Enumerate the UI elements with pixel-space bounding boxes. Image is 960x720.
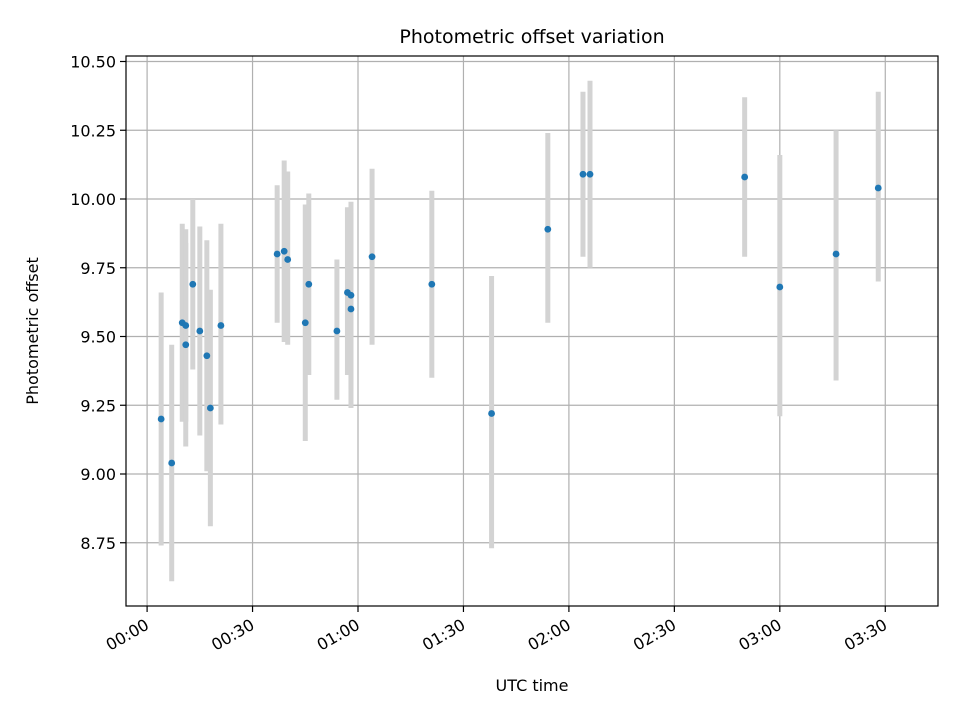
data-point bbox=[168, 459, 176, 467]
data-point bbox=[189, 280, 197, 288]
data-point bbox=[284, 256, 292, 263]
data-point bbox=[196, 327, 204, 335]
data-point bbox=[874, 184, 882, 192]
data-point bbox=[203, 352, 211, 360]
y-tick-label: 9.00 bbox=[80, 465, 116, 484]
data-point bbox=[347, 305, 355, 313]
data-point bbox=[544, 225, 552, 233]
y-axis-label: Photometric offset bbox=[23, 257, 42, 405]
plot-frame bbox=[125, 55, 939, 607]
data-point bbox=[206, 404, 214, 412]
grid-lines bbox=[126, 56, 938, 606]
data-point bbox=[832, 250, 840, 258]
axis-ticks: 00:00 00:30 01:00 01:30 02:00 02:30 03:00 03:30… bbox=[70, 53, 890, 655]
data-point bbox=[182, 341, 190, 349]
x-axis-label: UTC time bbox=[496, 676, 569, 695]
data-point bbox=[305, 280, 313, 288]
y-tick-label: 10.25 bbox=[70, 121, 116, 140]
y-tick-label: 9.50 bbox=[80, 328, 116, 347]
data-point bbox=[182, 322, 190, 329]
data-point bbox=[586, 170, 594, 178]
data-point bbox=[741, 173, 749, 181]
y-tick-label: 8.75 bbox=[80, 534, 116, 553]
data-point bbox=[217, 322, 225, 329]
y-tick-label: 10.50 bbox=[70, 53, 116, 72]
data-point bbox=[488, 410, 495, 417]
data-point bbox=[428, 280, 436, 288]
y-tick-label: 9.75 bbox=[80, 259, 116, 278]
data-point bbox=[333, 327, 341, 335]
y-tick-label: 9.25 bbox=[80, 396, 116, 415]
data-point bbox=[776, 283, 784, 291]
chart-title: Photometric offset variation bbox=[399, 26, 664, 48]
data-point bbox=[157, 415, 165, 423]
data-points bbox=[157, 170, 882, 467]
data-point bbox=[368, 253, 376, 261]
data-point bbox=[579, 170, 587, 178]
data-point bbox=[301, 319, 309, 327]
data-point bbox=[273, 250, 281, 258]
data-point bbox=[280, 247, 288, 255]
plot-background bbox=[126, 56, 938, 606]
data-point bbox=[347, 291, 355, 299]
y-tick-label: 10.00 bbox=[70, 190, 116, 209]
